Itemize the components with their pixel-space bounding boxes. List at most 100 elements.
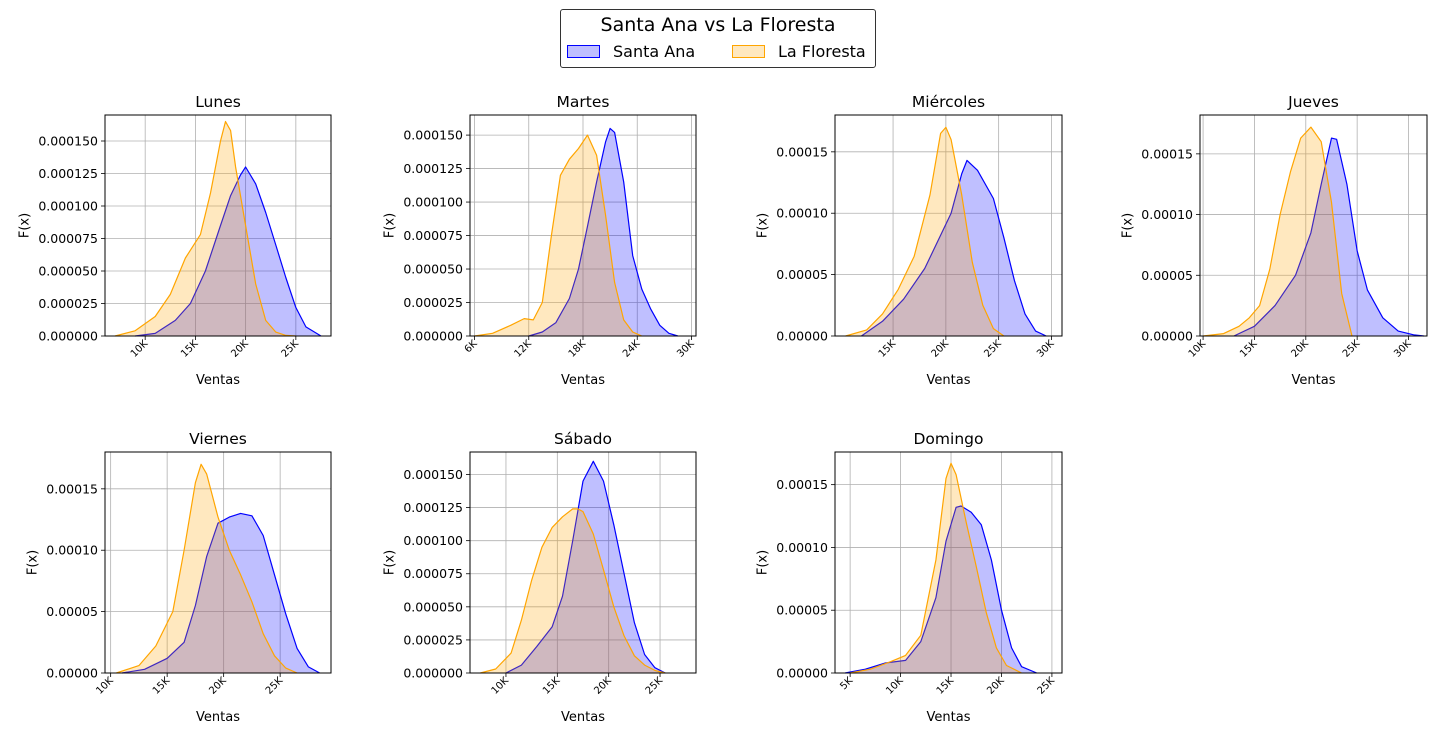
y-tick-label: 0.000000	[403, 329, 463, 344]
panel-title: Jueves	[1287, 93, 1339, 111]
y-tick-label: 0.00005	[776, 603, 828, 618]
x-tick-label: 12K	[512, 338, 534, 360]
kde-area-santa-ana	[122, 513, 320, 673]
y-tick-label: 0.000025	[403, 632, 463, 647]
kde-line-santa-ana	[121, 512, 320, 674]
plot-frame	[104, 451, 332, 674]
y-axis-label: F(x)	[383, 550, 398, 575]
y-tick-label: 0.000075	[38, 231, 98, 246]
x-tick-label: 20K	[229, 338, 251, 360]
x-tick-label: 10K	[490, 675, 512, 697]
kde-area-santa-ana	[845, 506, 1037, 673]
panel-domingo: 5K 10K 15K 20K 25K 0.00000 0.00005 0.00010 0.000…	[755, 430, 1063, 725]
x-axis-label: Ventas	[927, 373, 971, 388]
x-axis-label: Ventas	[196, 373, 240, 388]
y-tick-label: 0.000075	[403, 566, 463, 581]
x-tick-label: 20K	[930, 338, 952, 360]
kde-line-santa-ana	[135, 166, 322, 337]
x-tick-label: 20K	[1289, 338, 1311, 360]
x-tick-label: 10K	[129, 338, 151, 360]
panel-viernes: 10K 15K 20K 25K0.000000.000050.000100.00015…	[25, 430, 332, 725]
kde-line-la-floresta	[1203, 126, 1353, 337]
legend-swatch-santa-ana	[567, 45, 600, 58]
plot-frame	[1199, 114, 1428, 337]
x-tick-label: 15K	[179, 338, 201, 360]
kde-line-la-floresta	[474, 134, 643, 337]
y-tick-label: 0.000125	[403, 500, 463, 515]
y-tick-label: 0.000100	[403, 195, 463, 210]
y-tick-label: 0.00015	[776, 477, 828, 492]
y-tick-label: 0.00005	[776, 267, 828, 282]
kde-line-la-floresta	[116, 463, 298, 674]
legend-title: Santa Ana vs La Floresta	[600, 14, 836, 36]
kde-line-santa-ana	[1233, 137, 1424, 337]
panel-sabado: 10K 15K 20K 25K 0.000000 0.000025 0.000050 0.00…	[383, 430, 697, 725]
panel-title: Sábado	[554, 430, 612, 448]
x-axis-label: Ventas	[561, 373, 605, 388]
kde-area-santa-ana	[1233, 138, 1424, 336]
x-axis-label: Ventas	[561, 710, 605, 725]
kde-line-santa-ana	[528, 127, 679, 337]
kde-area-santa-ana	[861, 160, 1047, 336]
x-tick-label: 25K	[264, 675, 286, 697]
kde-area-santa-ana	[506, 461, 666, 673]
x-tick-label: 6K	[463, 338, 480, 355]
y-tick-label: 0.000000	[38, 329, 98, 344]
y-tick-label: 0.000100	[403, 533, 463, 548]
kde-area-santa-ana	[528, 128, 678, 336]
y-axis-label: F(x)	[383, 213, 398, 238]
y-tick-label: 0.00015	[776, 144, 828, 159]
y-tick-label: 0.000150	[403, 128, 463, 143]
kde-area-la-floresta	[845, 127, 1004, 336]
x-tick-label: 20K	[207, 675, 229, 697]
x-tick-label: 15K	[877, 338, 899, 360]
x-tick-label: 20K	[985, 675, 1007, 697]
y-tick-label: 0.000000	[403, 666, 463, 681]
y-tick-label: 0.000050	[403, 599, 463, 614]
y-tick-label: 0.000125	[38, 166, 98, 181]
x-tick-label: 25K	[1341, 338, 1363, 360]
x-tick-label: 20K	[592, 675, 614, 697]
x-tick-label: 25K	[982, 338, 1004, 360]
y-tick-label: 0.000025	[403, 295, 463, 310]
panel-title: Domingo	[914, 430, 984, 448]
y-tick-label: 0.000150	[403, 467, 463, 482]
legend-label-santa-ana: Santa Ana	[613, 42, 696, 61]
x-tick-label: 25K	[644, 675, 666, 697]
y-tick-label: 0.00000	[776, 666, 828, 681]
panel-title: Martes	[557, 93, 610, 111]
kde-line-la-floresta	[845, 126, 1005, 337]
y-tick-label: 0.000025	[38, 296, 98, 311]
kde-area-la-floresta	[480, 508, 666, 673]
y-tick-label: 0.000125	[403, 161, 463, 176]
y-tick-label: 0.00010	[1141, 207, 1193, 222]
panel-title: Miércoles	[912, 93, 985, 111]
x-tick-label: 15K	[151, 675, 173, 697]
plot-frame	[834, 114, 1063, 337]
kde-line-santa-ana	[505, 460, 666, 674]
panel-martes: 6K 12K 18K 24K 30K 0.000000 0.000025 0.000050 0.…	[383, 93, 697, 388]
panel-jueves: 10K 15K 20K 25K 30K0.000000.000050.000100.00…	[1120, 93, 1428, 388]
y-axis-label: F(x)	[18, 213, 33, 238]
panel-miercoles: 15K 20K 25K 30K 0.00000 0.00005 0.00010 0.00015…	[755, 93, 1063, 388]
x-tick-label: 18K	[567, 338, 589, 360]
y-tick-label: 0.00015	[46, 481, 98, 496]
y-tick-label: 0.000150	[38, 134, 98, 149]
x-tick-label: 30K	[1392, 338, 1414, 360]
x-tick-label: 25K	[1036, 675, 1058, 697]
x-tick-label: 15K	[935, 675, 957, 697]
y-tick-label: 0.00000	[776, 329, 828, 344]
x-tick-label: 15K	[1238, 338, 1260, 360]
x-axis-label: Ventas	[196, 710, 240, 725]
plot-frame	[834, 451, 1063, 674]
figure-legend: Santa Ana vs La Floresta Santa Ana La Fl…	[560, 9, 876, 68]
y-tick-label: 0.00010	[776, 540, 828, 555]
kde-line-santa-ana	[861, 159, 1047, 337]
kde-line-la-floresta	[114, 120, 296, 337]
x-axis-label: Ventas	[927, 710, 971, 725]
x-tick-label: 25K	[280, 338, 302, 360]
kde-area-la-floresta	[474, 135, 642, 336]
y-tick-label: 0.00005	[1141, 268, 1193, 283]
x-tick-label: 15K	[541, 675, 563, 697]
